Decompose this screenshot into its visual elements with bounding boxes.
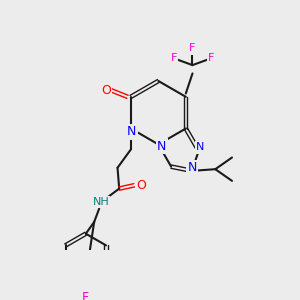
Text: N: N bbox=[187, 161, 196, 174]
Text: F: F bbox=[189, 44, 196, 53]
Text: F: F bbox=[82, 291, 89, 300]
Text: NH: NH bbox=[92, 197, 109, 207]
Text: F: F bbox=[171, 53, 177, 63]
Text: N: N bbox=[127, 125, 136, 138]
Text: N: N bbox=[157, 140, 166, 153]
Text: F: F bbox=[208, 53, 214, 63]
Text: N: N bbox=[196, 142, 205, 152]
Text: O: O bbox=[101, 84, 111, 97]
Text: O: O bbox=[136, 179, 146, 192]
